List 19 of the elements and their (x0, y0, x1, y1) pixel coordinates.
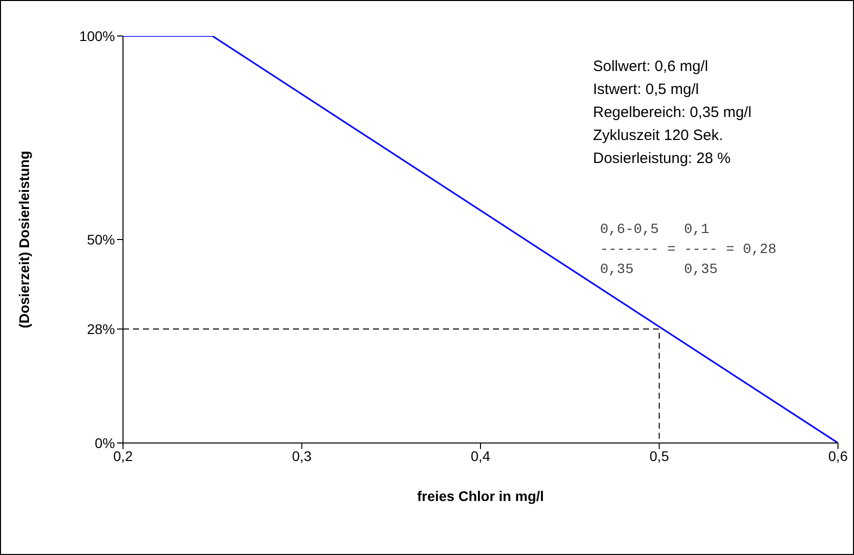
annotation: Dosierleistung: 28 % (593, 150, 731, 167)
x-tick-label: 0,3 (292, 448, 312, 464)
y-tick-label: 28% (86, 321, 115, 338)
y-tick-label: 50% (86, 231, 115, 248)
annotation: Regelbereich: 0,35 mg/l (593, 104, 752, 121)
annotation: Sollwert: 0,6 mg/l (593, 58, 708, 75)
annotation: Zykluszeit 120 Sek. (593, 127, 724, 144)
x-tick-label: 0,6 (828, 448, 848, 464)
x-tick-label: 0,4 (470, 448, 490, 464)
y-tick-label: 0% (94, 434, 115, 451)
y-tick-label: 100% (79, 28, 115, 44)
annotation: ------- = ---- = 0,28 (600, 242, 776, 258)
annotation: 0,35 0,35 (600, 262, 718, 278)
x-tick-label: 0,2 (113, 448, 133, 464)
x-tick-label: 0,5 (650, 448, 670, 464)
y-axis-title: (Dosierzeit) Dosierleistung (16, 150, 32, 328)
annotation: 0,6-0,5 0,1 (600, 222, 710, 238)
x-axis-title: freies Chlor in mg/l (417, 488, 544, 504)
annotation: Istwert: 0,5 mg/l (593, 81, 699, 98)
